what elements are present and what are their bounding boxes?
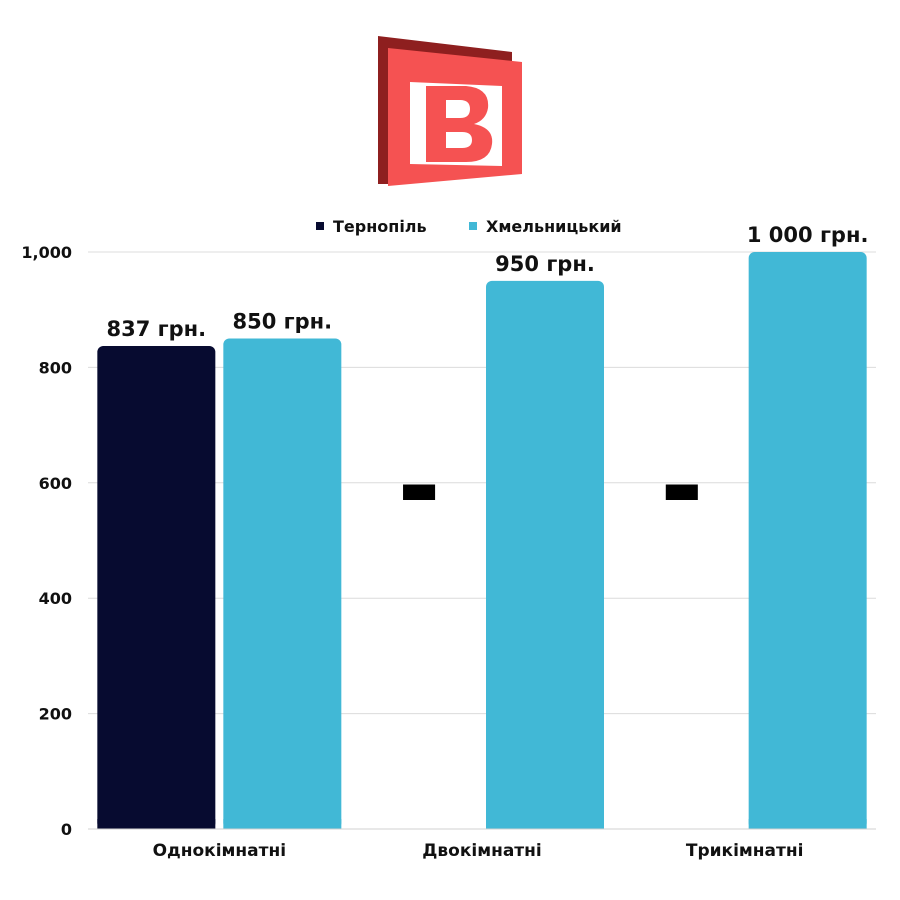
legend-swatch-khmelnytskyi <box>469 222 477 230</box>
data-label: 950 грн. <box>495 252 595 276</box>
gridlines <box>88 251 876 715</box>
legend-label-ternopil: Тернопіль <box>333 217 427 236</box>
legend-label-khmelnytskyi: Хмельницький <box>486 217 622 236</box>
x-axis-categories: Однокімнатні Двокімнатні Трикімнатні <box>153 841 804 861</box>
bar-base <box>97 819 216 829</box>
legend-item-khmelnytskyi[interactable]: Хмельницький <box>469 217 622 236</box>
x-category-label: Двокімнатні <box>422 841 541 861</box>
x-category-label: Однокімнатні <box>153 841 287 861</box>
brand-logo <box>378 36 522 186</box>
bars <box>97 252 867 830</box>
legend-item-ternopil[interactable]: Тернопіль <box>316 217 427 236</box>
data-label: 850 грн. <box>233 310 333 334</box>
y-tick-label: 600 <box>39 474 72 493</box>
y-tick-label: 800 <box>39 358 72 377</box>
bar-base <box>486 819 604 829</box>
legend-swatch-ternopil <box>316 222 324 230</box>
legend[interactable]: Тернопіль Хмельницький <box>316 217 622 236</box>
x-category-label: Трикімнатні <box>686 841 804 861</box>
bar-base <box>748 819 867 829</box>
y-tick-label: 0 <box>61 820 72 839</box>
y-tick-label: 400 <box>39 589 72 608</box>
bar <box>223 338 342 829</box>
bar <box>748 252 867 829</box>
y-tick-label: 1,000 <box>21 243 72 262</box>
data-label: 837 грн. <box>107 317 207 341</box>
y-tick-label: 200 <box>39 705 72 724</box>
bar-base <box>223 819 342 829</box>
data-label: 1 000 грн. <box>747 223 869 247</box>
missing-value-marker: ▬ <box>399 464 439 513</box>
bar <box>97 346 216 829</box>
missing-value-marker: ▬ <box>662 464 702 513</box>
bar <box>486 280 604 830</box>
data-labels: 837 грн. 850 грн. ▬ 950 грн. ▬ 1 000 грн. <box>107 223 869 513</box>
y-axis-ticks: 0 200 400 600 800 1,000 <box>21 243 72 839</box>
